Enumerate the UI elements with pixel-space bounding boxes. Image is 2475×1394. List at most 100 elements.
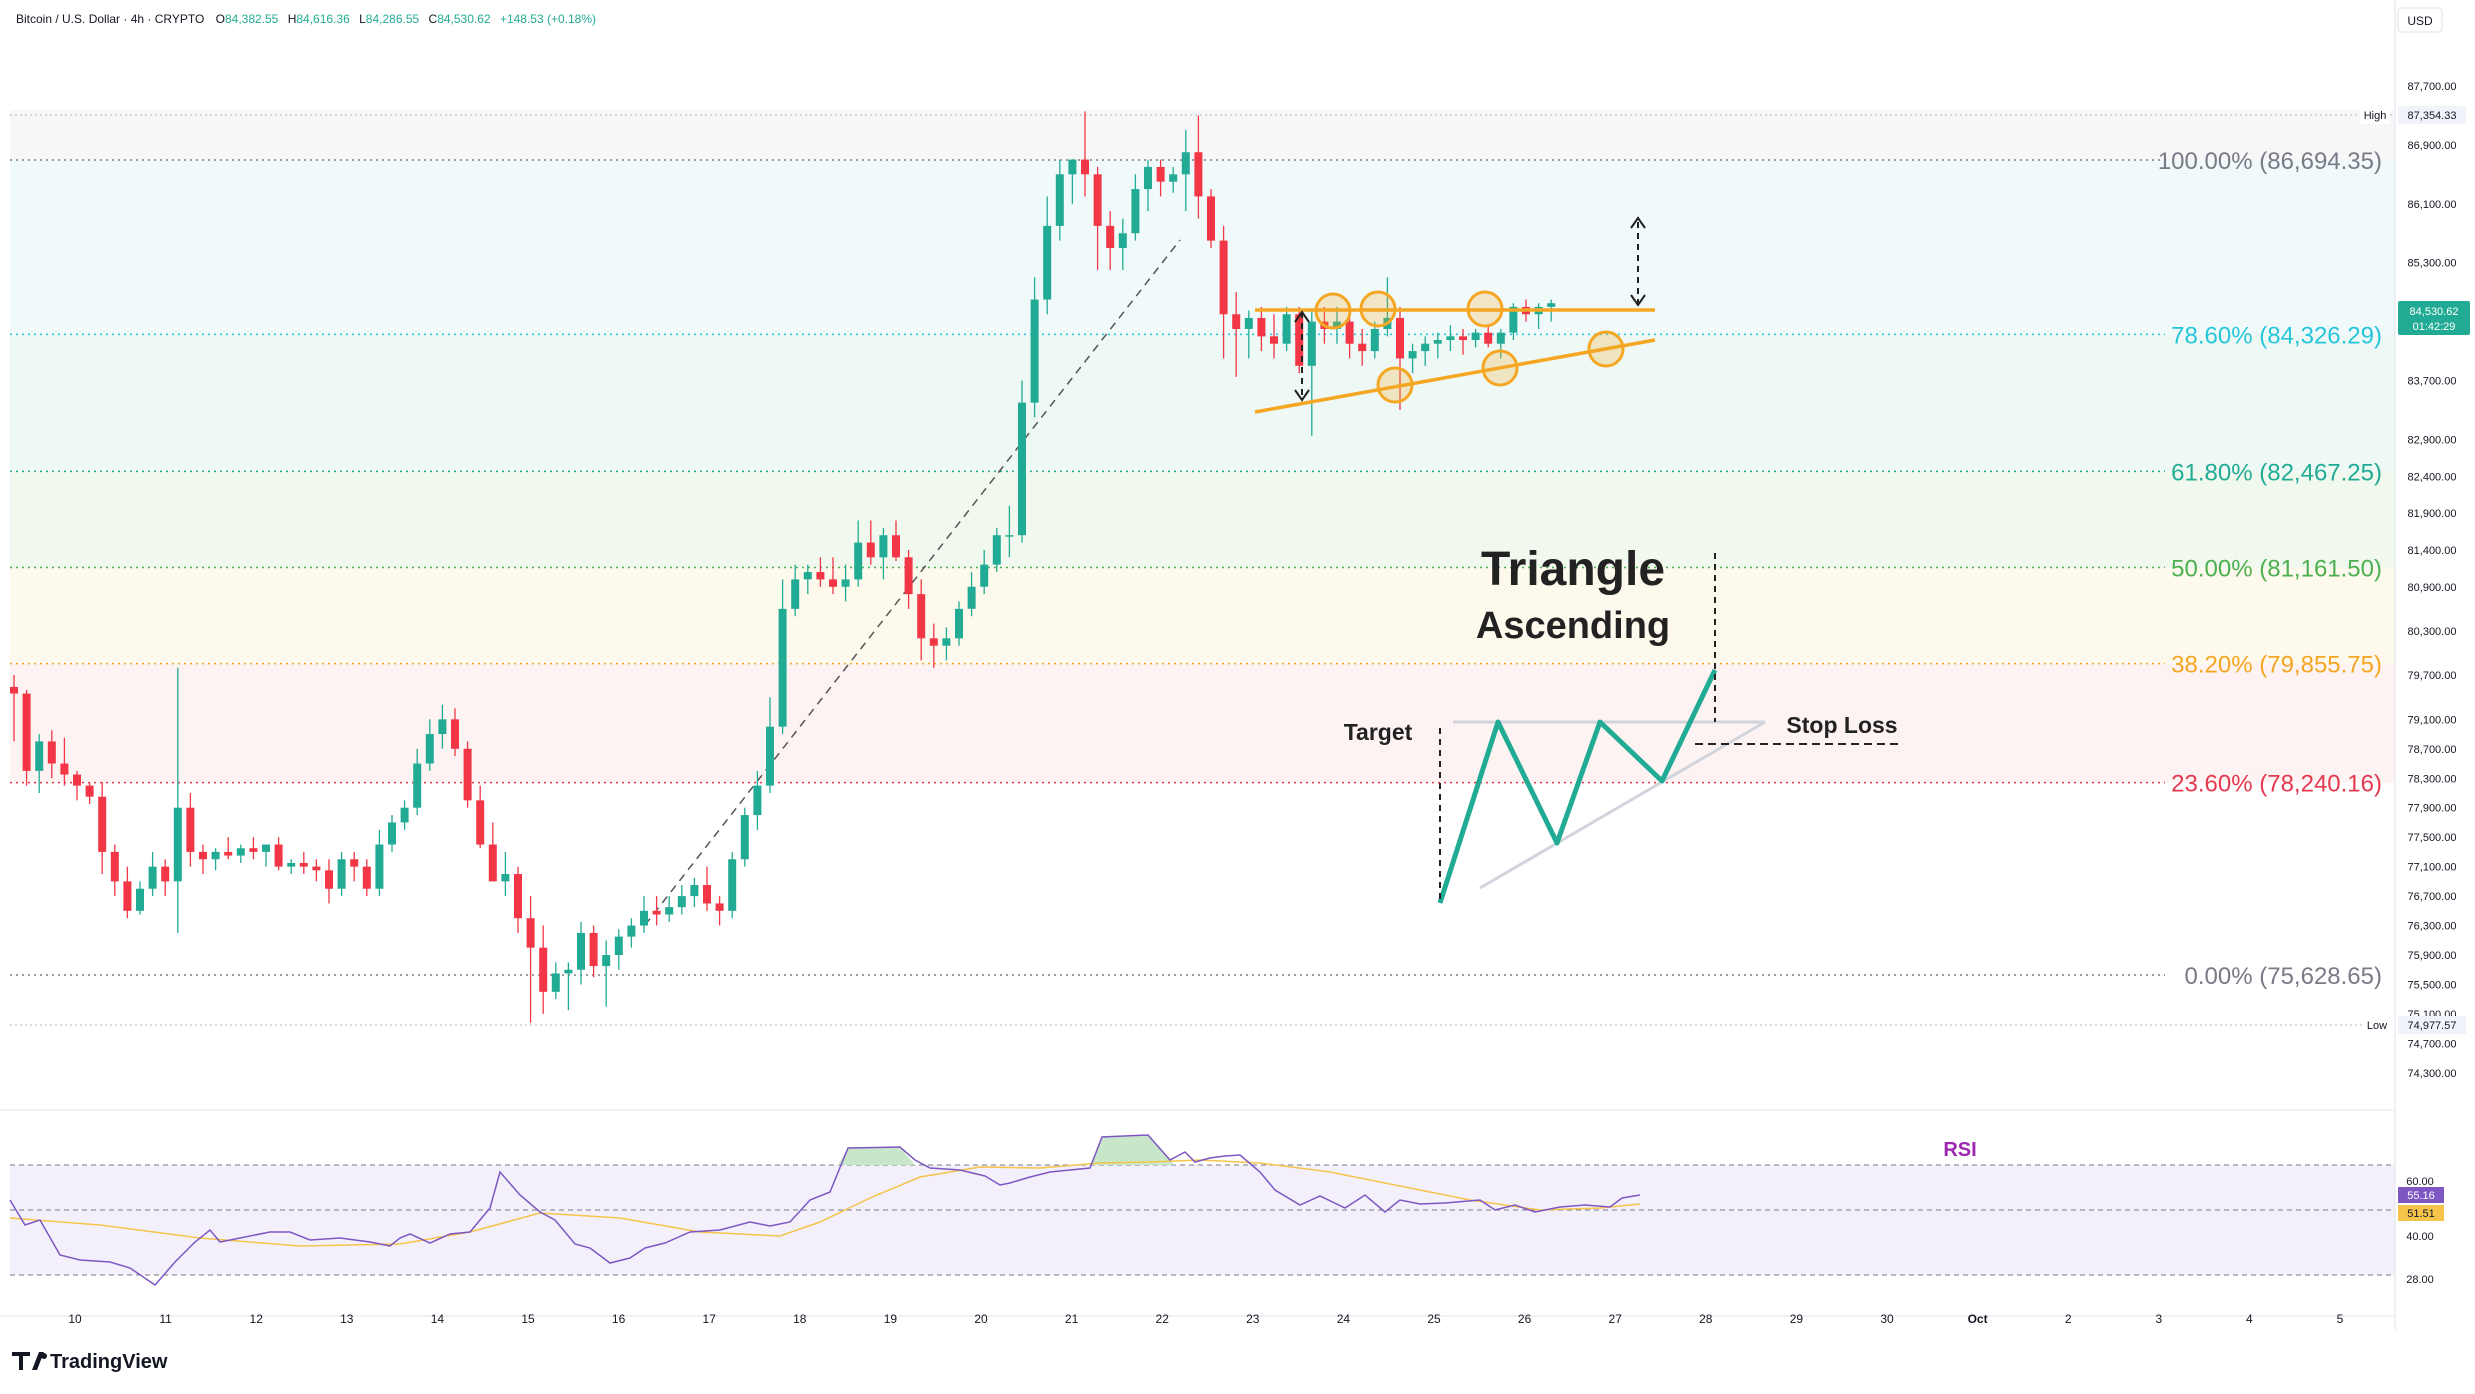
price-tick: 82,400.00 — [2408, 471, 2457, 483]
fib-band — [10, 334, 2395, 472]
fib-label: 0.00% (75,628.65) — [2185, 963, 2382, 990]
candle-body — [1156, 166, 1165, 182]
price-tick: 86,100.00 — [2408, 199, 2457, 211]
candle-body — [980, 564, 989, 587]
price-tick: 74,300.00 — [2408, 1068, 2457, 1080]
candle-body — [955, 608, 963, 639]
time-tick: 10 — [68, 1312, 82, 1326]
time-tick: 15 — [521, 1312, 535, 1326]
brand-name: TradingView — [50, 1351, 168, 1373]
header: Bitcoin / U.S. Dollar · 4h · CRYPTO O84,… — [16, 7, 2443, 33]
candle-body — [1131, 189, 1140, 234]
countdown: 01:42:29 — [2413, 321, 2456, 333]
candle-body — [1257, 317, 1266, 337]
price-tick: 78,300.00 — [2408, 773, 2457, 785]
candle-body — [274, 844, 283, 867]
arrow-down-icon — [1630, 294, 1646, 307]
candle-body — [1295, 314, 1304, 366]
rsi-value: 55.16 — [2407, 1190, 2435, 1202]
candle-body — [1408, 351, 1417, 359]
candle-body — [1118, 233, 1127, 248]
candle-body — [904, 557, 913, 595]
candle-body — [577, 932, 585, 970]
candle-body — [1043, 225, 1052, 300]
schematic-support — [1479, 720, 1766, 890]
time-tick: 20 — [974, 1312, 988, 1326]
fib-label: 100.00% (86,694.35) — [2158, 148, 2382, 175]
candle-body — [514, 873, 522, 919]
candle-body — [715, 903, 724, 911]
time-tick: 28 — [1699, 1312, 1713, 1326]
open-value: 84,382.55 — [225, 12, 279, 26]
candle-body — [287, 862, 296, 867]
candle-body — [1421, 343, 1430, 352]
candle-body — [766, 726, 774, 786]
price-tick: 83,700.00 — [2408, 376, 2457, 388]
high-label: High — [2364, 110, 2387, 122]
price-tick: 85,300.00 — [2408, 258, 2457, 270]
target-label: Target — [1344, 719, 1413, 745]
low-value: 74,977.57 — [2408, 1020, 2457, 1032]
candle-body — [816, 572, 825, 580]
candle-body — [123, 881, 132, 911]
candle-body — [362, 866, 371, 889]
rsi-overbought-fill — [1090, 1135, 1175, 1165]
price-tick: 75,500.00 — [2408, 979, 2457, 991]
time-axis: 10 11 12 13 14 15 16 17 18 19 20 21 22 23 24 25 26 27 28 29… — [68, 1312, 2343, 1326]
candle-body — [1270, 336, 1278, 344]
candle-body — [1030, 299, 1039, 403]
currency-button[interactable] — [2397, 7, 2443, 33]
touch-circle — [1587, 330, 1625, 368]
candle-body — [325, 870, 333, 889]
time-tick: 21 — [1065, 1312, 1079, 1326]
fib-band — [10, 567, 2395, 664]
rsi-label: RSI — [1943, 1139, 1976, 1161]
arrow-down-icon — [1294, 389, 1310, 402]
price-tick: 77,100.00 — [2408, 862, 2457, 874]
time-tick: 4 — [2246, 1312, 2253, 1326]
time-tick: 13 — [340, 1312, 354, 1326]
currency-label: USD — [2407, 14, 2433, 28]
candle-body — [539, 947, 548, 992]
time-tick: 22 — [1156, 1312, 1170, 1326]
candle-body — [186, 807, 195, 852]
time-tick: 25 — [1427, 1312, 1441, 1326]
tradingview-logo-icon — [12, 1352, 44, 1370]
candles — [10, 111, 1556, 1023]
fib-lines: 100.00% (86,694.35) 78.60% (84,326.29) 61.… — [10, 148, 2382, 990]
time-tick: 14 — [431, 1312, 445, 1326]
candle-body — [841, 579, 850, 587]
fib-label: 23.60% (78,240.16) — [2171, 771, 2382, 798]
candle-body — [1547, 303, 1556, 307]
candle-body — [438, 719, 447, 735]
candle-body — [602, 955, 611, 967]
candle-body — [803, 572, 812, 580]
schematic-zigzag — [1437, 668, 1718, 904]
candle-body — [1055, 174, 1064, 226]
price-tick: 86,900.00 — [2408, 140, 2457, 152]
high-label-h: H — [288, 12, 297, 26]
candle-body — [60, 763, 69, 775]
candle-body — [136, 888, 144, 911]
time-tick: 26 — [1518, 1312, 1532, 1326]
candle-body — [1471, 332, 1480, 341]
candle-body — [488, 844, 497, 882]
fib-band — [10, 663, 2395, 783]
candle-body — [1345, 321, 1354, 344]
candle-body — [1207, 196, 1215, 241]
price-tick: 79,100.00 — [2408, 714, 2457, 726]
candle-body — [929, 638, 938, 646]
candle-body — [10, 686, 18, 694]
close-label-c: C — [429, 12, 438, 26]
candle-body — [1106, 225, 1115, 248]
candle-body — [1068, 159, 1077, 175]
symbol-label: Bitcoin / U.S. Dollar · 4h · CRYPTO — [16, 12, 204, 26]
time-tick: 12 — [250, 1312, 264, 1326]
candle-body — [665, 907, 674, 915]
triangle-pattern — [1254, 216, 1656, 414]
candle-body — [236, 848, 245, 856]
time-tick: 27 — [1609, 1312, 1623, 1326]
time-tick: 11 — [159, 1312, 172, 1326]
